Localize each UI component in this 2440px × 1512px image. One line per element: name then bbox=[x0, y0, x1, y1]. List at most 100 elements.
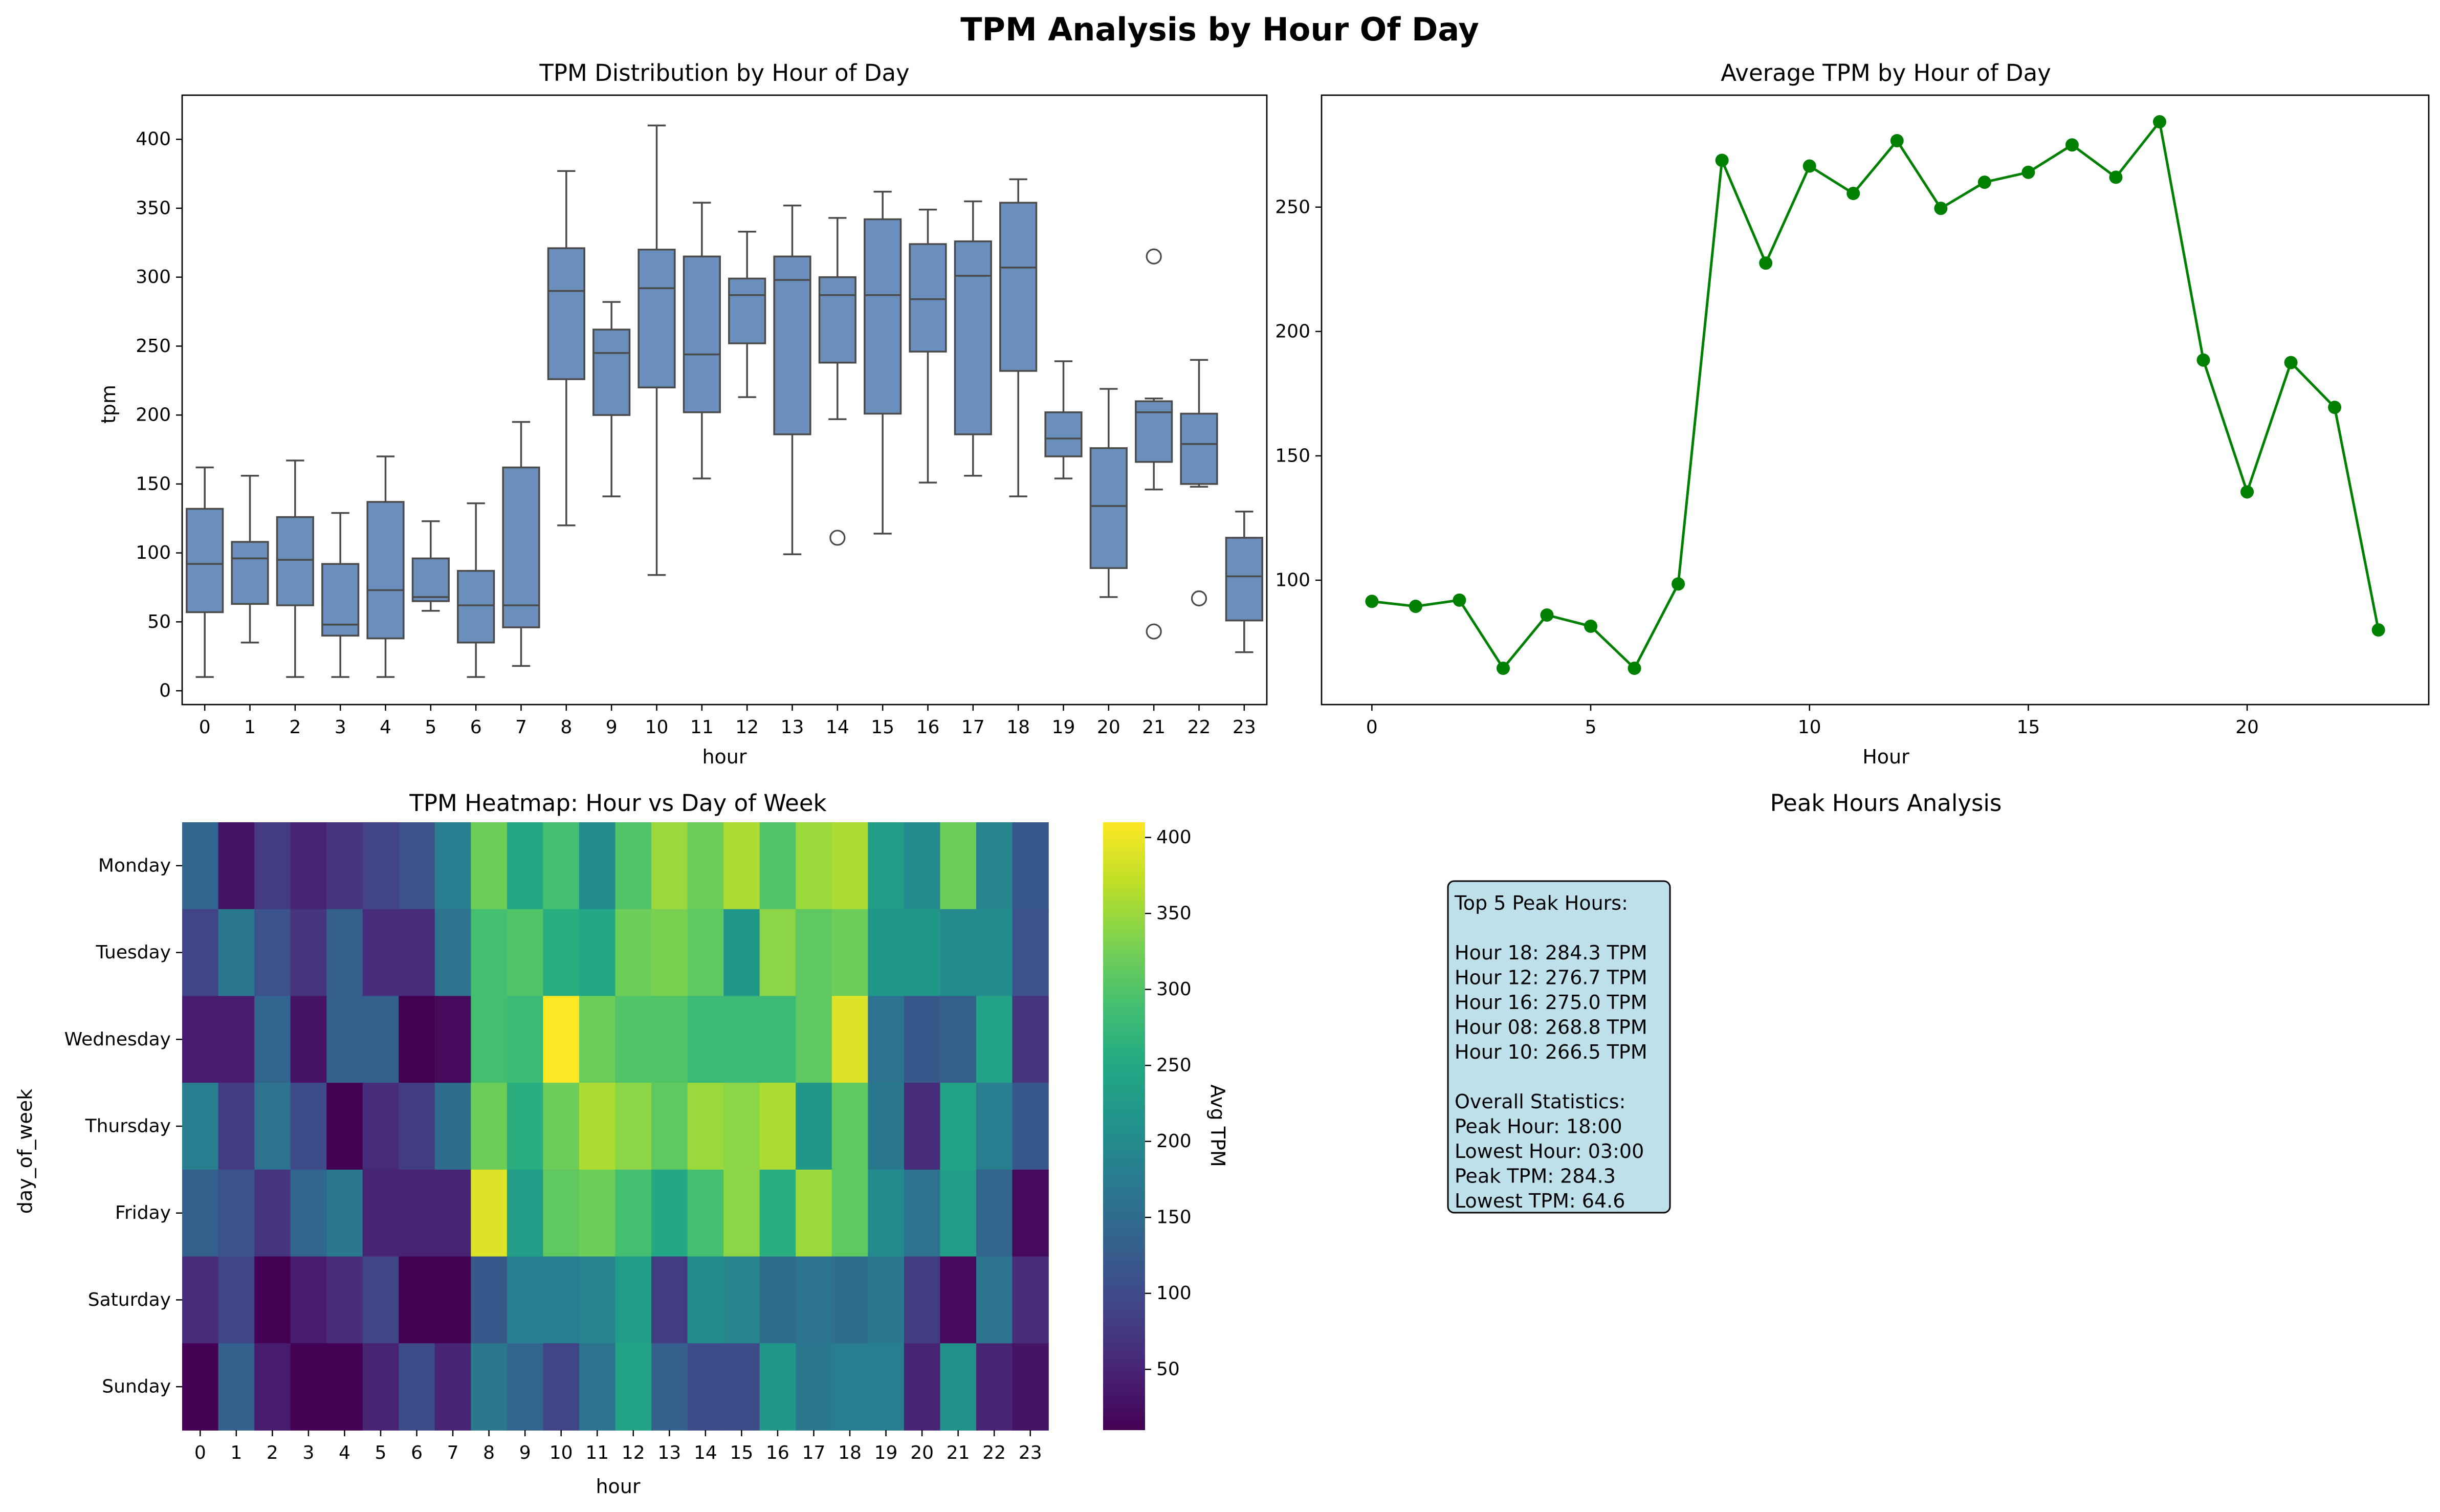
box bbox=[321, 512, 360, 678]
heatmap-cell bbox=[182, 1343, 219, 1431]
line-point bbox=[2371, 623, 2385, 637]
boxplot-x-tick-label: 23 bbox=[1233, 717, 1256, 738]
heatmap-cell bbox=[399, 1083, 435, 1170]
heatmap-cell bbox=[326, 1256, 363, 1344]
heatmap-cell bbox=[543, 909, 580, 997]
heatmap-cell bbox=[831, 909, 869, 997]
heatmap-cell bbox=[796, 1083, 832, 1170]
line-point bbox=[1847, 187, 1860, 201]
stats-box bbox=[1447, 880, 1671, 1214]
box bbox=[954, 200, 992, 477]
boxplot-x-tick-label: 11 bbox=[690, 717, 714, 738]
boxplot-y-tick-label: 150 bbox=[136, 473, 171, 494]
heatmap-cell bbox=[615, 909, 652, 997]
stats-line: Lowest Hour: 03:00 bbox=[1455, 1140, 1644, 1163]
line-point bbox=[1802, 159, 1816, 173]
heatmap-cell bbox=[434, 1169, 472, 1257]
heatmap-cell bbox=[723, 1083, 760, 1170]
heatmap-cell bbox=[362, 1169, 400, 1257]
box bbox=[411, 520, 450, 612]
line-plot-area: 100 150 200 250 0 5 10 15 20 bbox=[1275, 94, 2430, 738]
heatmap-cell bbox=[723, 1169, 760, 1257]
heatmap-cell bbox=[434, 1256, 472, 1344]
boxplot-x-tick-label: 7 bbox=[515, 717, 527, 738]
heatmap-cell bbox=[868, 909, 905, 997]
stats-line: Lowest TPM: 64.6 bbox=[1455, 1190, 1625, 1212]
heatmap-cell bbox=[904, 822, 941, 910]
heatmap-cell bbox=[940, 1083, 977, 1170]
heatmap-cell bbox=[507, 1256, 544, 1344]
stats-text: Top 5 Peak Hours: Hour 18: 284.3 TPM Hour … bbox=[1454, 892, 1647, 1212]
box bbox=[1180, 359, 1218, 607]
box-body bbox=[909, 243, 947, 353]
boxplot-y-tick-label: 50 bbox=[147, 611, 171, 632]
line-panel: Average TPM by Hour of Day 100 150 200 250 0… bbox=[1275, 59, 2430, 768]
heatmap-cell bbox=[543, 1083, 580, 1170]
colorbar-tick-label: 150 bbox=[1156, 1207, 1192, 1228]
heatmap-cell bbox=[290, 1169, 327, 1257]
boxplot-y-label: tpm bbox=[97, 385, 120, 424]
heatmap-cell bbox=[290, 822, 327, 910]
colorbar-tick-label: 400 bbox=[1156, 827, 1192, 848]
line-point bbox=[1496, 662, 1510, 675]
heatmap-cell bbox=[471, 822, 508, 910]
heatmap-cell bbox=[579, 996, 616, 1083]
heatmap-cell bbox=[868, 822, 905, 910]
boxplot-x-tick-label: 13 bbox=[781, 717, 804, 738]
line-x-tick-label: 0 bbox=[1366, 717, 1378, 738]
heatmap-cell bbox=[434, 1343, 472, 1431]
boxplot-y-tick-label: 0 bbox=[159, 681, 171, 702]
heatmap-x-tick-label: 12 bbox=[622, 1442, 645, 1463]
box bbox=[818, 217, 856, 546]
box-body bbox=[411, 557, 450, 602]
heatmap-cell bbox=[182, 996, 219, 1083]
stats-line: Hour 08: 268.8 TPM bbox=[1455, 1016, 1647, 1039]
heatmap-x-tick-label: 4 bbox=[339, 1442, 350, 1463]
box bbox=[231, 474, 269, 644]
line-point bbox=[1759, 256, 1773, 270]
line-point bbox=[2152, 115, 2166, 129]
line-point bbox=[1934, 202, 1948, 215]
heatmap-cell bbox=[831, 1256, 869, 1344]
box-body bbox=[457, 569, 495, 644]
box-outlier bbox=[1146, 248, 1162, 265]
heatmap-cell bbox=[831, 1169, 869, 1257]
boxplot-x-label: hour bbox=[702, 746, 746, 768]
heatmap-cell bbox=[543, 822, 580, 910]
line-point bbox=[1715, 154, 1729, 167]
box-body bbox=[1225, 537, 1263, 622]
heatmap-cell bbox=[218, 822, 255, 910]
heatmap-x-tick-label: 20 bbox=[910, 1442, 934, 1463]
heatmap-cell bbox=[579, 1169, 616, 1257]
heatmap-cell bbox=[615, 1169, 652, 1257]
heatmap-x-tick-label: 2 bbox=[267, 1442, 278, 1463]
box-body bbox=[999, 202, 1038, 372]
heatmap-cell bbox=[796, 1256, 832, 1344]
box-outlier bbox=[1191, 590, 1207, 607]
line-point bbox=[2328, 401, 2342, 414]
heatmap-cell bbox=[759, 996, 797, 1083]
boxplot-y-tick-label: 250 bbox=[136, 336, 171, 357]
box bbox=[683, 202, 721, 479]
heatmap-cell bbox=[1012, 822, 1049, 910]
box-body bbox=[547, 247, 585, 380]
boxplot-x-tick-label: 21 bbox=[1142, 717, 1166, 738]
heatmap-x-tick-label: 13 bbox=[657, 1442, 681, 1463]
heatmap-cell bbox=[290, 1343, 327, 1431]
heatmap-cell bbox=[723, 909, 760, 997]
box-body bbox=[773, 255, 811, 435]
heatmap-cell bbox=[326, 1083, 363, 1170]
heatmap-cell bbox=[904, 1169, 941, 1257]
line-x-tick-label: 10 bbox=[1798, 717, 1821, 738]
heatmap-cell bbox=[796, 1343, 832, 1431]
colorbar-tick-label: 300 bbox=[1156, 979, 1192, 1000]
heatmap-cell bbox=[579, 1343, 616, 1431]
stats-title: Peak Hours Analysis bbox=[1770, 790, 2002, 817]
line-point bbox=[1628, 662, 1641, 675]
box-body bbox=[366, 501, 405, 640]
colorbar-tick-label: 250 bbox=[1156, 1055, 1192, 1076]
heatmap-cell bbox=[904, 996, 941, 1083]
boxplot-frame bbox=[181, 94, 1268, 706]
heatmap-x-tick-label: 9 bbox=[519, 1442, 531, 1463]
heatmap-cell bbox=[434, 996, 472, 1083]
